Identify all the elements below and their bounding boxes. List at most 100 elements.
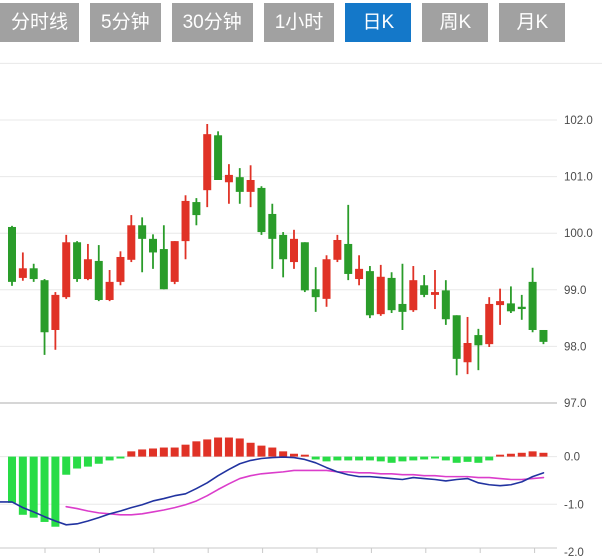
macd-histogram-bar: [83, 456, 92, 467]
macd-histogram-bar: [387, 456, 396, 463]
candle-body: [539, 329, 548, 342]
macd-histogram-bar: [62, 456, 71, 475]
dif-line: [0, 456, 545, 526]
macd-histogram-bar: [420, 456, 429, 460]
macd-histogram-bar: [159, 447, 168, 457]
macd-histogram-bar: [18, 456, 27, 515]
candle-body: [214, 135, 223, 180]
macd-histogram-bar: [279, 451, 288, 457]
price-axis-label: 100.0: [564, 228, 593, 240]
candle-body: [138, 225, 147, 239]
macd-histogram-bar: [116, 456, 125, 459]
macd-histogram-bar: [539, 452, 548, 457]
candle-body: [235, 177, 244, 192]
macd-histogram-bar: [203, 439, 212, 457]
tab-30min[interactable]: 30分钟: [171, 3, 253, 42]
price-axis-label: 98.0: [564, 341, 586, 353]
macd-histogram-bar: [224, 437, 233, 457]
candle-body: [398, 303, 407, 312]
macd-histogram-bar: [192, 441, 201, 457]
candle-body: [246, 179, 255, 192]
candle-body: [268, 213, 277, 239]
candle-body: [300, 242, 309, 291]
candle-body: [474, 335, 483, 346]
macd-histogram-bar: [496, 454, 505, 457]
macd-histogram-bar: [268, 447, 277, 457]
macd-histogram-bar: [257, 445, 266, 457]
candle-body: [311, 289, 320, 298]
candle-body: [279, 234, 288, 260]
candle-body: [322, 259, 331, 299]
candle-body: [506, 303, 515, 312]
macd-histogram-bar: [344, 456, 353, 461]
tab-monthly-k[interactable]: 月K: [499, 3, 566, 42]
macd-histogram-bar: [485, 456, 494, 461]
tab-5min[interactable]: 5分钟: [90, 3, 161, 42]
candle-body: [181, 200, 190, 242]
candle-body: [203, 134, 212, 191]
macd-histogram-bar: [398, 456, 407, 462]
candle-body: [517, 306, 526, 310]
candle-body: [409, 280, 418, 311]
macd-axis-label: 0.0: [564, 452, 580, 464]
macd-histogram-bar: [214, 437, 223, 457]
macd-histogram-bar: [474, 456, 483, 463]
candle-body: [105, 281, 114, 300]
price-axis-label: 99.0: [564, 285, 586, 297]
dea-line: [65, 469, 545, 516]
macd-histogram-bar: [8, 456, 16, 503]
macd-histogram-bar: [170, 447, 179, 457]
candle-body: [192, 202, 201, 216]
macd-histogram-bar: [322, 456, 331, 462]
candle-body: [51, 294, 60, 330]
candle-body: [485, 303, 494, 345]
tab-daily-k[interactable]: 日K: [345, 3, 412, 42]
macd-histogram-bar: [441, 456, 450, 461]
candle-body: [376, 276, 385, 315]
candle-body: [333, 239, 342, 260]
candle-body: [73, 242, 82, 280]
candle-body: [528, 281, 537, 330]
macd-axis-label: -1.0: [564, 499, 584, 511]
candle-body: [8, 226, 16, 282]
macd-histogram-bar: [181, 444, 190, 457]
candle-body: [170, 241, 179, 282]
price-axis-label: 97.0: [564, 398, 586, 410]
candle-body: [62, 242, 71, 298]
macd-histogram-bar: [517, 452, 526, 457]
macd-histogram-bar: [463, 456, 472, 462]
candle-body: [441, 290, 450, 320]
candle-body: [127, 225, 136, 260]
tab-weekly-k[interactable]: 周K: [422, 3, 489, 42]
macd-histogram-bar: [333, 456, 342, 461]
candle-body: [40, 280, 49, 333]
macd-histogram-bar: [409, 456, 418, 461]
macd-histogram-bar: [105, 456, 114, 461]
macd-histogram-bar: [376, 456, 385, 462]
macd-histogram-bar: [127, 451, 136, 457]
macd-histogram-bar: [73, 456, 82, 469]
price-axis-label: 101.0: [564, 172, 593, 184]
candle-body: [387, 277, 396, 311]
macd-histogram-bar: [235, 438, 244, 457]
candle-body: [18, 268, 27, 278]
macd-histogram-bar: [430, 456, 439, 459]
candle-body: [83, 259, 92, 280]
candle-body: [29, 268, 38, 280]
candle-body: [463, 343, 472, 363]
macd-histogram-bar: [289, 453, 298, 457]
candle-body: [159, 249, 168, 290]
tab-time-line[interactable]: 分时线: [0, 3, 80, 42]
macd-histogram-bar: [40, 456, 49, 522]
macd-histogram-bar: [51, 456, 60, 527]
candle-body: [430, 292, 439, 295]
macd-histogram-bar: [29, 456, 38, 518]
candle-body: [365, 271, 374, 316]
tab-1hour[interactable]: 1小时: [263, 3, 335, 42]
price-axis-label: 102.0: [564, 115, 593, 127]
timeframe-tabbar: 分时线 5分钟 30分钟 1小时 日K 周K 月K: [0, 3, 566, 42]
candle-body: [257, 187, 266, 233]
candle-body: [148, 238, 157, 253]
macd-histogram-bar: [148, 448, 157, 457]
candle-body: [452, 315, 461, 359]
